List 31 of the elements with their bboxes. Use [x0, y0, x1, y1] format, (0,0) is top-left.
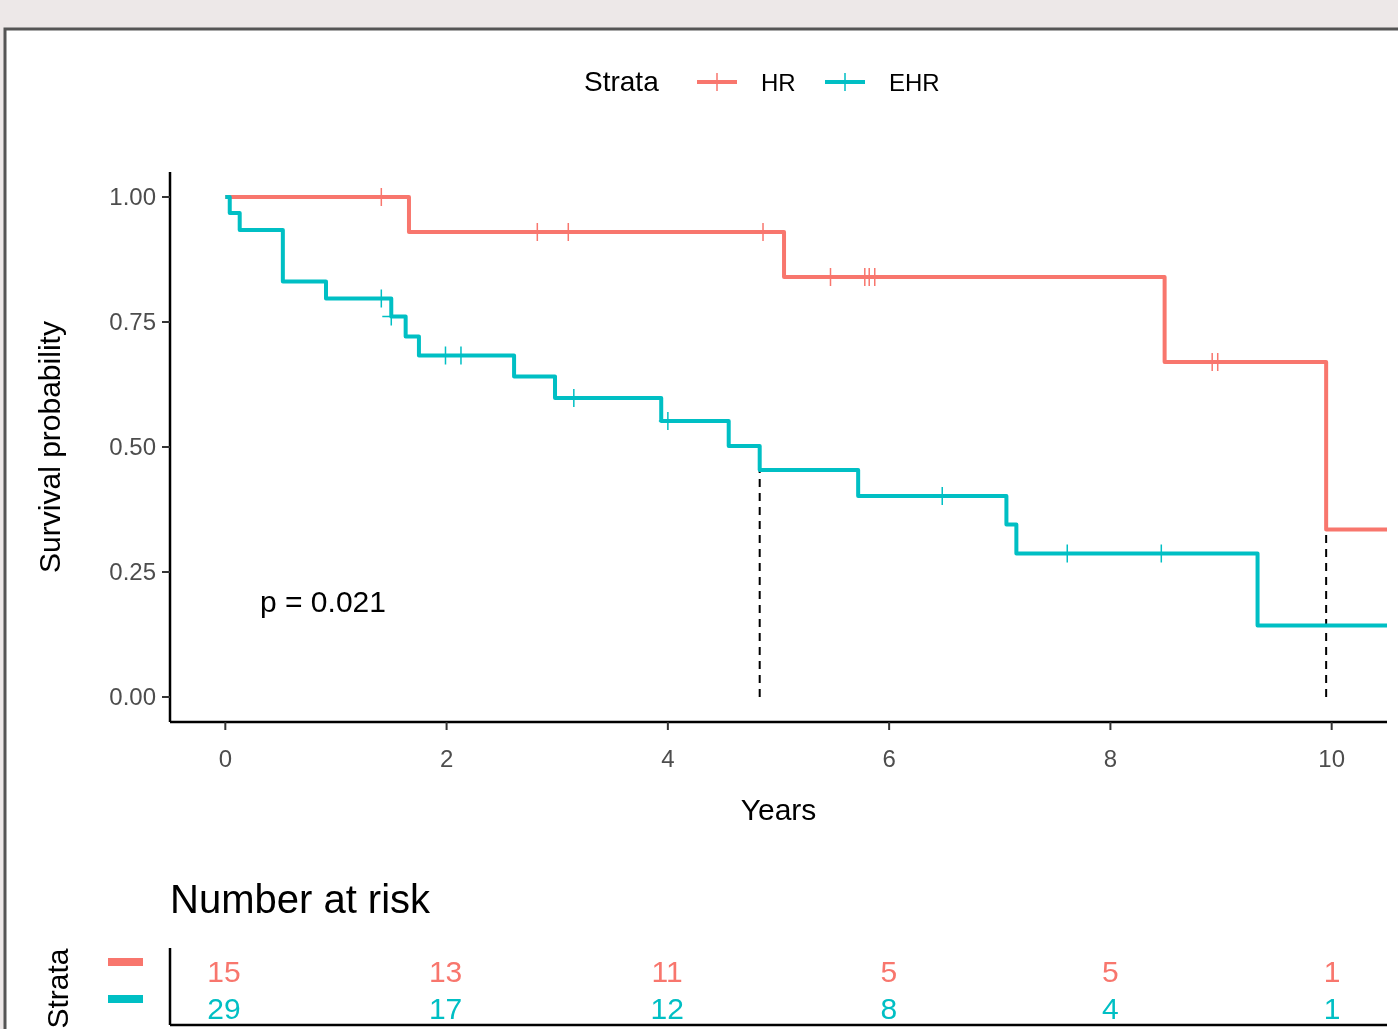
- x-tick-label: 6: [882, 745, 896, 772]
- x-tick-label: 10: [1318, 745, 1346, 772]
- y-axis-title: Strata: [40, 948, 74, 1029]
- data-label: 12: [650, 992, 684, 1025]
- data-label: 11: [651, 955, 683, 988]
- data-label: 5: [880, 955, 898, 988]
- data-label: 17: [428, 992, 463, 1025]
- annotation: p = 0.021: [260, 585, 386, 618]
- data-label: 5: [1102, 955, 1119, 988]
- x-tick-label: 0: [218, 745, 232, 772]
- y-tick-label: 0.25: [109, 558, 156, 585]
- data-label: 15: [207, 955, 241, 988]
- data-label: 29: [207, 992, 241, 1025]
- data-label: 1: [1323, 955, 1341, 988]
- legend-label: EHR: [889, 69, 940, 96]
- x-tick-label: 8: [1103, 745, 1118, 772]
- legend-title: Strata: [584, 66, 660, 97]
- data-label: 13: [428, 955, 463, 988]
- data-label: 4: [1102, 992, 1119, 1025]
- x-tick-label: 4: [661, 745, 675, 772]
- data-label: 1: [1323, 992, 1341, 1025]
- y-tick-label: 0.00: [109, 683, 156, 710]
- y-tick-label: 0.50: [109, 433, 156, 460]
- y-tick-label: 0.75: [109, 308, 156, 335]
- y-axis-title: Survival probability: [33, 321, 66, 573]
- x-axis-title: Years: [740, 793, 817, 826]
- x-tick-label: 2: [439, 745, 454, 772]
- y-tick-label: 1.00: [109, 183, 156, 210]
- legend-label: HR: [761, 69, 796, 96]
- chart-title: Number at risk: [170, 877, 432, 921]
- data-label: 8: [880, 992, 898, 1025]
